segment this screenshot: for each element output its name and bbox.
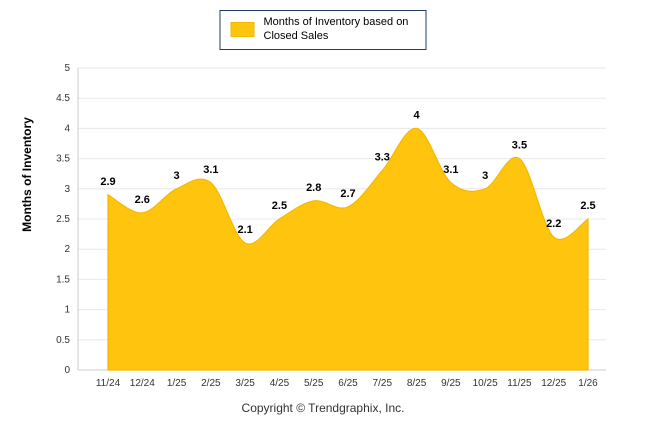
svg-text:6/25: 6/25 <box>338 378 358 389</box>
svg-text:3.3: 3.3 <box>375 152 390 164</box>
svg-text:3: 3 <box>64 184 70 195</box>
svg-text:5/25: 5/25 <box>304 378 324 389</box>
svg-text:2.2: 2.2 <box>546 218 561 230</box>
svg-text:2.1: 2.1 <box>237 224 252 236</box>
svg-text:2.7: 2.7 <box>340 188 355 200</box>
svg-text:2.5: 2.5 <box>272 200 287 212</box>
svg-text:4/25: 4/25 <box>270 378 290 389</box>
svg-text:3.1: 3.1 <box>203 164 218 176</box>
svg-text:3.5: 3.5 <box>56 154 70 165</box>
svg-text:4: 4 <box>64 123 70 134</box>
svg-text:2.8: 2.8 <box>306 182 321 194</box>
svg-text:2.9: 2.9 <box>100 176 115 188</box>
svg-text:9/25: 9/25 <box>441 378 461 389</box>
svg-text:12/25: 12/25 <box>541 378 566 389</box>
data-point-labels: 2.9 2.6 3 3.1 2.1 2.5 2.8 2.7 3.3 4 3.1 3 3.5 2.2 2.5 <box>100 109 595 236</box>
svg-text:2.6: 2.6 <box>135 194 150 206</box>
svg-text:1: 1 <box>64 305 70 316</box>
svg-text:1/25: 1/25 <box>167 378 187 389</box>
inventory-area-chart: 0 0.5 1 1.5 2 2.5 3 3.5 4 4.5 5 2.9 2.6 3 3.1 2.1 2.5 2.8… <box>56 63 606 389</box>
svg-text:3.5: 3.5 <box>512 140 527 152</box>
svg-text:11/25: 11/25 <box>507 378 532 389</box>
svg-text:4: 4 <box>414 109 421 121</box>
svg-text:1/26: 1/26 <box>578 378 598 389</box>
svg-text:3/25: 3/25 <box>235 378 255 389</box>
svg-text:7/25: 7/25 <box>373 378 393 389</box>
svg-text:0: 0 <box>64 365 70 376</box>
svg-text:4.5: 4.5 <box>56 93 70 104</box>
legend-label: Months of Inventory based on Closed Sale… <box>263 16 409 42</box>
x-axis-tick-labels: 11/24 12/24 1/25 2/25 3/25 4/25 5/25 6/25 7/25 8/… <box>96 378 598 389</box>
svg-text:5: 5 <box>64 63 70 74</box>
inventory-area-series <box>107 127 589 371</box>
svg-text:10/25: 10/25 <box>473 378 498 389</box>
y-axis-tick-labels: 0 0.5 1 1.5 2 2.5 3 3.5 4 4.5 5 <box>56 63 70 376</box>
svg-text:1.5: 1.5 <box>56 274 70 285</box>
svg-text:2.5: 2.5 <box>56 214 70 225</box>
svg-text:3: 3 <box>482 170 488 182</box>
svg-text:2.5: 2.5 <box>580 200 595 212</box>
svg-text:8/25: 8/25 <box>407 378 427 389</box>
svg-text:2: 2 <box>64 244 70 255</box>
legend: Months of Inventory based on Closed Sale… <box>219 10 427 50</box>
svg-text:3: 3 <box>174 170 180 182</box>
svg-text:12/24: 12/24 <box>130 378 155 389</box>
copyright-text: Copyright © Trendgraphix, Inc. <box>241 401 405 415</box>
svg-text:11/24: 11/24 <box>96 378 121 389</box>
svg-text:3.1: 3.1 <box>443 164 458 176</box>
svg-text:0.5: 0.5 <box>56 335 70 346</box>
series-color-swatch-icon <box>230 22 255 38</box>
svg-text:2/25: 2/25 <box>201 378 221 389</box>
